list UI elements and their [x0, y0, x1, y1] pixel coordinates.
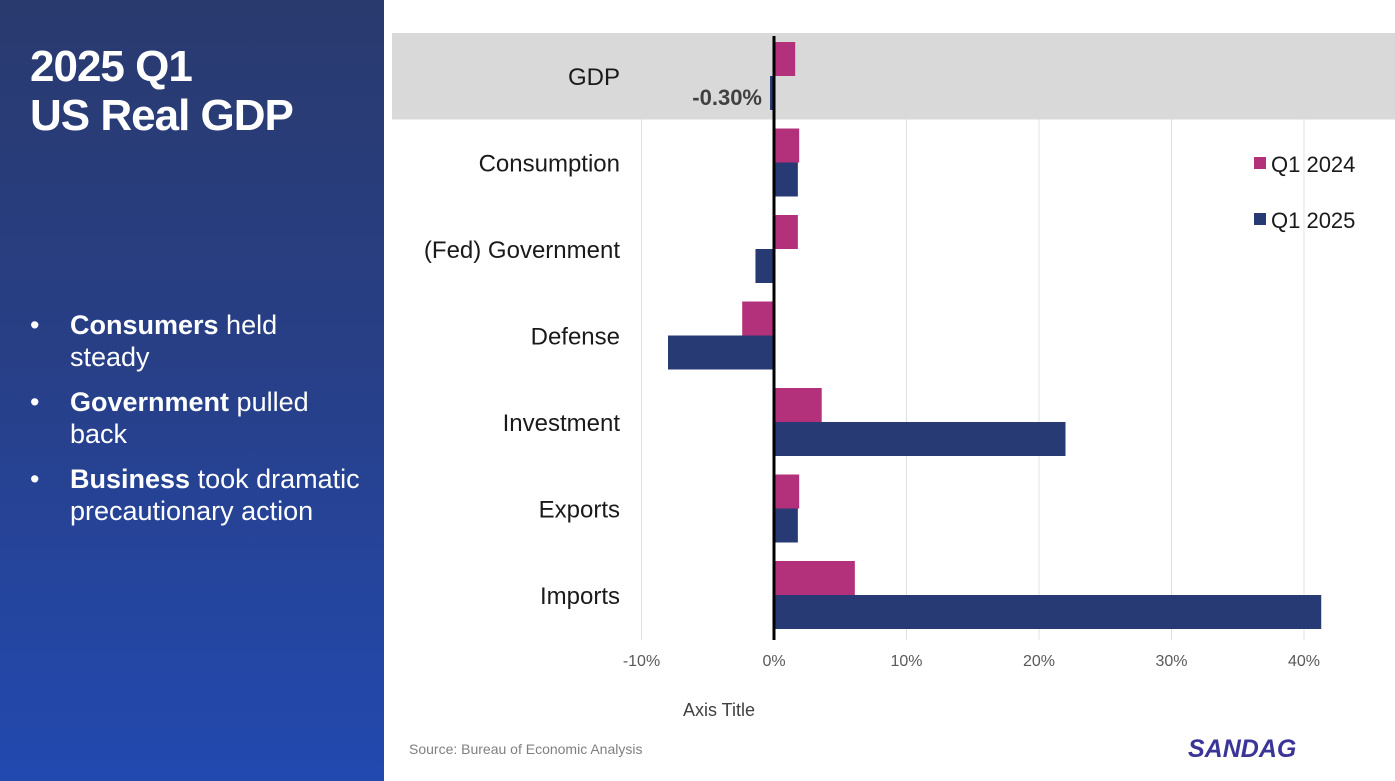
- legend-swatch: [1254, 157, 1266, 169]
- bar-q1-2024: [774, 388, 822, 422]
- chart-svg: GDP Consumption (Fed) Government Defense Inv…: [392, 33, 1395, 720]
- sandag-logo: SANDAG: [1188, 735, 1297, 763]
- bar-q1-2025: [774, 422, 1066, 456]
- bar-q1-2024: [774, 561, 855, 595]
- sidebar-panel: 2025 Q1 US Real GDP • Consumers held stea…: [0, 0, 384, 781]
- bullet-marker: •: [30, 464, 40, 494]
- bar-chart: GDP Consumption (Fed) Government Defense Inv…: [384, 0, 1395, 781]
- x-tick-label: 40%: [1288, 653, 1320, 670]
- category-label: Investment: [503, 410, 621, 437]
- legend-swatch: [1254, 213, 1266, 225]
- x-tick-label: 30%: [1155, 653, 1187, 670]
- x-tick-label: 10%: [890, 653, 922, 670]
- category-label: Exports: [539, 497, 620, 524]
- bar-q1-2024: [774, 474, 800, 509]
- category-label: GDP: [568, 64, 620, 91]
- category-label: (Fed) Government: [424, 237, 620, 264]
- bar-q1-2025: [774, 162, 798, 197]
- data-label: -0.30%: [692, 85, 762, 110]
- highlight-band: [392, 33, 1395, 120]
- bar-q1-2024: [774, 215, 798, 249]
- bullet-item: • Consumers held steady: [30, 310, 360, 373]
- legend-label: Q1 2024: [1271, 152, 1355, 177]
- bar-q1-2024: [774, 42, 796, 76]
- bullet-item: • Business took dramatic precautionary ac…: [30, 464, 360, 527]
- bar-q1-2025: [755, 249, 774, 283]
- x-tick-label: -10%: [623, 653, 660, 670]
- legend-label: Q1 2025: [1271, 208, 1355, 233]
- bullet-text: held steady: [70, 310, 278, 372]
- category-label: Imports: [540, 583, 620, 610]
- x-tick-label: 0%: [762, 653, 785, 670]
- source-note: Source: Bureau of Economic Analysis: [409, 741, 643, 757]
- bar-q1-2024: [774, 128, 800, 163]
- bar-q1-2025: [774, 508, 798, 543]
- bullet-text: pulled back: [70, 387, 309, 449]
- bar-q1-2025: [774, 595, 1322, 629]
- category-label: Consumption: [479, 151, 620, 178]
- bullet-marker: •: [30, 310, 40, 340]
- bullet-text: took dramatic precautionary action: [70, 464, 360, 526]
- bar-q1-2025: [668, 335, 774, 370]
- bar-q1-2025: [770, 76, 774, 110]
- title-line-1: 2025 Q1: [30, 42, 193, 91]
- bullet-item: • Government pulled back: [30, 387, 360, 450]
- bullet-bold: Government: [70, 387, 230, 417]
- slide-title: 2025 Q1 US Real GDP: [30, 42, 294, 140]
- x-axis-title: Axis Title: [683, 700, 755, 720]
- bar-q1-2024: [742, 301, 774, 336]
- bullet-list: • Consumers held steady • Government pulle…: [30, 310, 360, 541]
- x-tick-label: 20%: [1023, 653, 1055, 670]
- bullet-bold: Consumers: [70, 310, 219, 340]
- bullet-bold: Business: [70, 464, 191, 494]
- bullet-marker: •: [30, 387, 40, 417]
- category-label: Defense: [531, 324, 620, 351]
- title-line-2: US Real GDP: [30, 91, 294, 140]
